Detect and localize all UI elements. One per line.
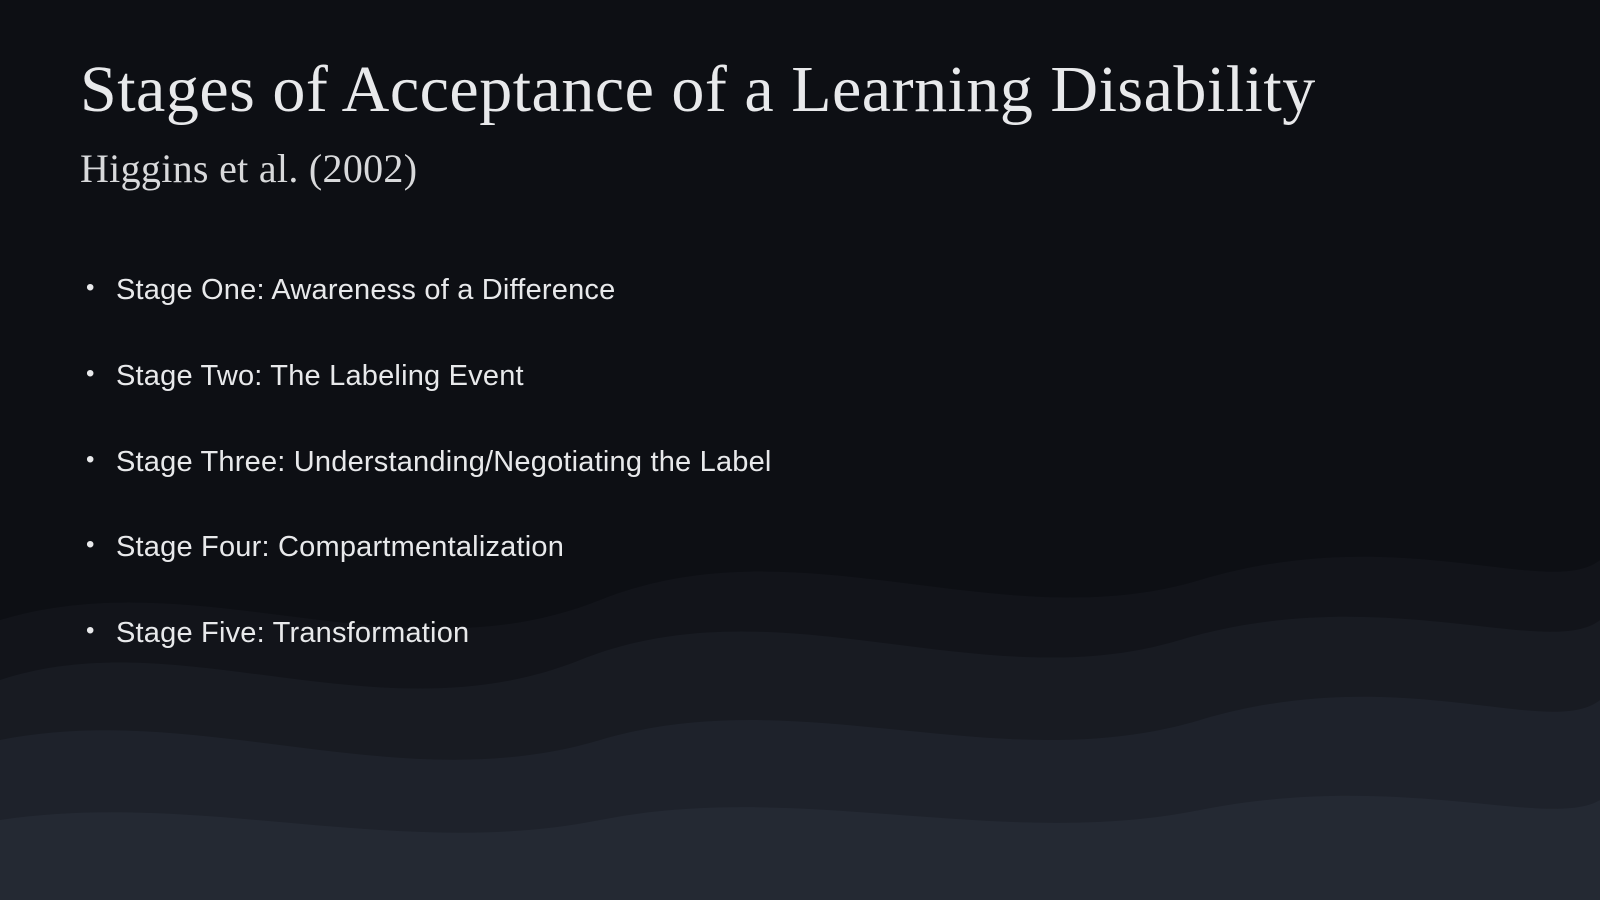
bullet-item: Stage Five: Transformation	[86, 615, 1520, 653]
bullet-item: Stage Three: Understanding/Negotiating t…	[86, 444, 1520, 482]
slide-title: Stages of Acceptance of a Learning Disab…	[80, 50, 1520, 129]
bullet-item: Stage One: Awareness of a Difference	[86, 272, 1520, 310]
slide-content: Stages of Acceptance of a Learning Disab…	[0, 0, 1600, 900]
bullet-list: Stage One: Awareness of a Difference Sta…	[80, 272, 1520, 652]
bullet-item: Stage Two: The Labeling Event	[86, 358, 1520, 396]
slide-subtitle: Higgins et al. (2002)	[80, 145, 1520, 192]
bullet-item: Stage Four: Compartmentalization	[86, 529, 1520, 567]
